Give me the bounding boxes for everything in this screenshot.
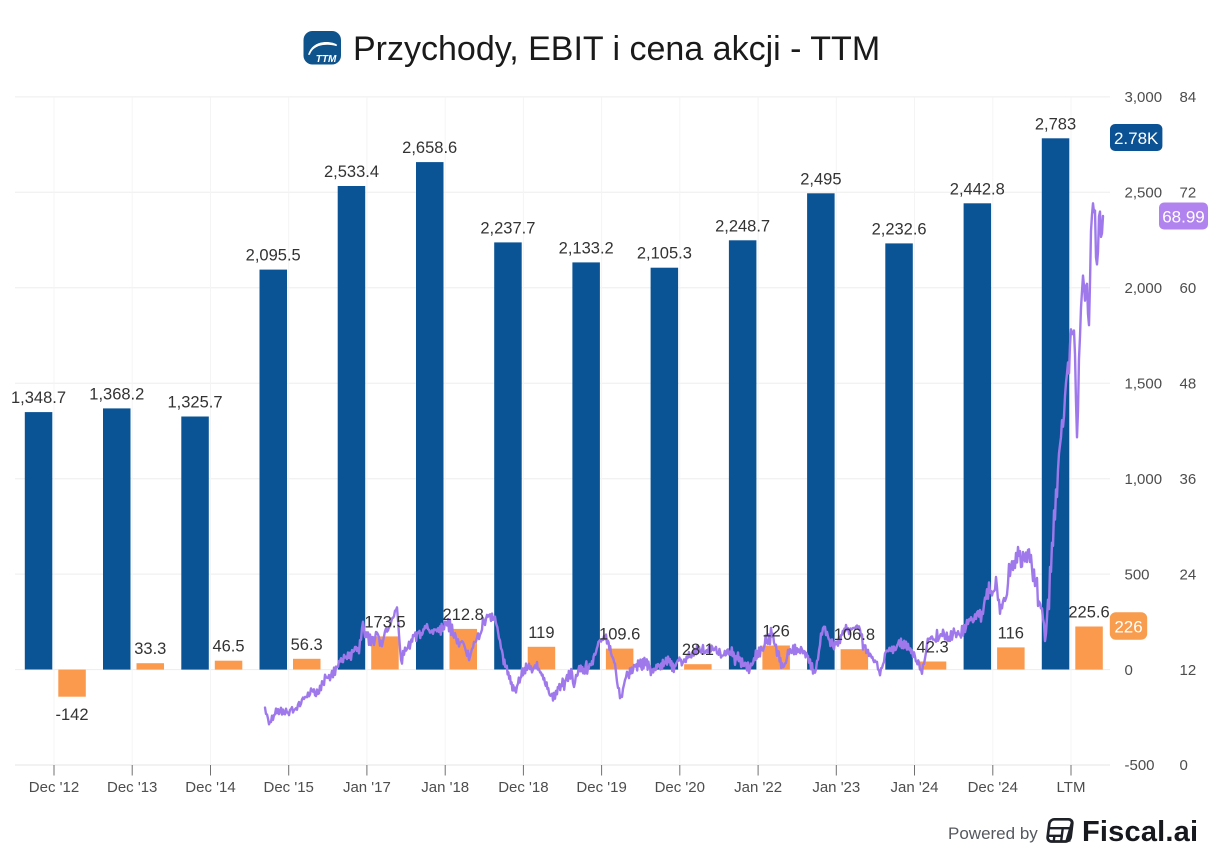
svg-text:Jan '22: Jan '22 [734,779,782,796]
svg-text:-500: -500 [1125,757,1155,774]
svg-text:2,133.2: 2,133.2 [559,239,614,257]
svg-text:2,248.7: 2,248.7 [715,217,770,235]
svg-text:2,783: 2,783 [1035,115,1076,133]
svg-text:Powered by: Powered by [948,824,1038,843]
svg-text:2,237.7: 2,237.7 [480,219,535,237]
svg-text:225.6: 225.6 [1068,604,1109,622]
svg-text:33.3: 33.3 [134,640,166,658]
svg-text:Jan '24: Jan '24 [891,779,939,796]
svg-text:2,105.3: 2,105.3 [637,245,692,263]
svg-text:72: 72 [1180,185,1197,202]
svg-text:Dec '19: Dec '19 [576,779,626,796]
svg-text:60: 60 [1180,280,1197,297]
svg-text:48: 48 [1180,375,1197,392]
svg-text:Dec '14: Dec '14 [185,779,235,796]
svg-text:106.8: 106.8 [834,626,875,644]
svg-text:36: 36 [1180,471,1197,488]
svg-text:Dec '12: Dec '12 [29,779,79,796]
svg-text:109.6: 109.6 [599,626,640,644]
svg-text:3,000: 3,000 [1125,89,1163,106]
svg-text:-142: -142 [55,706,88,724]
svg-text:Przychody, EBIT i cena akcji -: Przychody, EBIT i cena akcji - TTM [353,30,880,68]
svg-text:68.99: 68.99 [1162,208,1205,227]
svg-text:1,500: 1,500 [1125,375,1163,392]
svg-text:173.5: 173.5 [364,613,405,631]
svg-text:LTM: LTM [1057,779,1086,796]
svg-text:119: 119 [528,624,554,642]
svg-text:Dec '24: Dec '24 [968,779,1018,796]
svg-text:42.3: 42.3 [917,639,949,657]
svg-text:2,658.6: 2,658.6 [402,139,457,157]
svg-text:46.5: 46.5 [212,638,244,656]
svg-text:2,232.6: 2,232.6 [872,220,927,238]
svg-text:Dec '20: Dec '20 [655,779,705,796]
svg-text:500: 500 [1125,566,1150,583]
svg-text:2,495: 2,495 [800,170,841,188]
svg-text:Dec '13: Dec '13 [107,779,157,796]
svg-text:Jan '17: Jan '17 [343,779,391,796]
svg-text:Fiscal.ai: Fiscal.ai [1082,816,1198,848]
svg-text:2,442.8: 2,442.8 [950,180,1005,198]
svg-text:116: 116 [998,624,1024,642]
svg-text:212.8: 212.8 [443,606,484,624]
svg-text:84: 84 [1180,89,1197,106]
svg-text:56.3: 56.3 [291,636,323,654]
svg-text:2,095.5: 2,095.5 [246,247,301,265]
svg-text:Jan '18: Jan '18 [421,779,469,796]
svg-text:1,368.2: 1,368.2 [89,385,144,403]
svg-text:2,500: 2,500 [1125,185,1163,202]
svg-text:2.78K: 2.78K [1114,129,1159,148]
svg-text:226: 226 [1114,618,1142,637]
svg-text:Dec '18: Dec '18 [498,779,548,796]
svg-text:24: 24 [1180,566,1197,583]
svg-text:Dec '15: Dec '15 [264,779,314,796]
svg-text:2,000: 2,000 [1125,280,1163,297]
svg-text:0: 0 [1125,662,1133,679]
svg-text:Jan '23: Jan '23 [812,779,860,796]
svg-text:2,533.4: 2,533.4 [324,163,379,181]
svg-text:TTM: TTM [316,54,337,65]
svg-text:28.1: 28.1 [682,641,714,659]
svg-text:1,000: 1,000 [1125,471,1163,488]
svg-text:126: 126 [762,623,790,641]
svg-text:0: 0 [1180,757,1188,774]
svg-text:1,348.7: 1,348.7 [11,389,66,407]
svg-text:1,325.7: 1,325.7 [167,394,222,412]
svg-text:12: 12 [1180,662,1197,679]
